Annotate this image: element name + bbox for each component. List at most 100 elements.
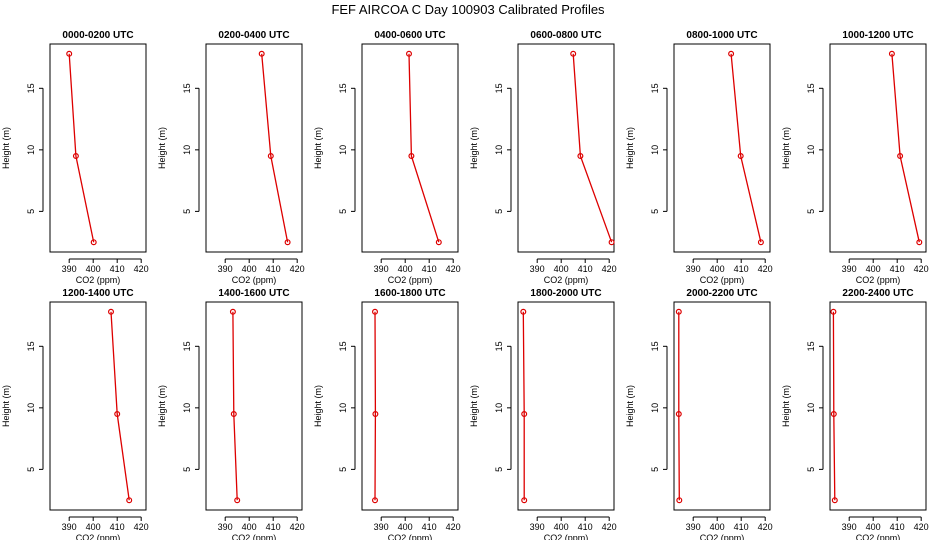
profile-line xyxy=(232,311,238,501)
x-axis-label: CO2 (ppm) xyxy=(388,275,433,285)
profile-point xyxy=(521,411,528,418)
y-axis-label: Height (m) xyxy=(781,127,791,169)
profile-point xyxy=(520,308,527,315)
profile-panel: 1600-1800 UTC 390 400 410 420 CO2 (ppm) 5 10 15 H… xyxy=(313,288,461,540)
y-tick-label: 15 xyxy=(650,341,660,351)
panel-title: 1200-1400 UTC xyxy=(62,288,133,299)
profile-point xyxy=(234,497,241,504)
profile-point xyxy=(66,50,73,57)
x-tick-label: 400 xyxy=(86,264,101,274)
profile-line xyxy=(891,53,920,243)
plot-frame xyxy=(517,43,615,253)
y-axis-label: Height (m) xyxy=(469,127,479,169)
y-tick-label: 5 xyxy=(338,467,348,472)
x-axis-label: CO2 (ppm) xyxy=(388,533,433,540)
profile-point xyxy=(675,411,682,418)
x-tick-label: 410 xyxy=(110,264,125,274)
plot-frame xyxy=(49,43,147,253)
x-axis-label: CO2 (ppm) xyxy=(76,533,121,540)
x-tick-label: 410 xyxy=(734,522,749,532)
profile-panel: 1400-1600 UTC 390 400 410 420 CO2 (ppm) 5 10 15 H… xyxy=(157,288,305,540)
y-axis-label: Height (m) xyxy=(157,385,167,427)
panel-title: 1000-1200 UTC xyxy=(842,30,913,41)
panel-title: 0200-0400 UTC xyxy=(218,30,289,41)
profile-panel: 0200-0400 UTC 390 400 410 420 CO2 (ppm) 5 10 15 H… xyxy=(157,30,305,285)
panel-title: 0400-0600 UTC xyxy=(374,30,445,41)
profile-point xyxy=(126,497,133,504)
y-tick-label: 5 xyxy=(338,209,348,214)
x-tick-label: 390 xyxy=(374,522,389,532)
y-tick-label: 15 xyxy=(494,341,504,351)
y-tick-label: 10 xyxy=(494,403,504,413)
profile-point xyxy=(675,308,682,315)
x-tick-label: 410 xyxy=(890,522,905,532)
x-axis-label: CO2 (ppm) xyxy=(544,275,589,285)
profile-point xyxy=(728,50,735,57)
figure-title: FEF AIRCOA C Day 100903 Calibrated Profi… xyxy=(331,2,605,17)
profile-panel: 0400-0600 UTC 390 400 410 420 CO2 (ppm) 5 10 15 H… xyxy=(313,30,461,285)
x-tick-label: 400 xyxy=(710,264,725,274)
x-tick-label: 410 xyxy=(422,522,437,532)
profile-point xyxy=(888,50,895,57)
x-tick-label: 420 xyxy=(914,522,929,532)
profile-point xyxy=(897,153,904,160)
x-axis-label: CO2 (ppm) xyxy=(232,533,277,540)
y-tick-label: 15 xyxy=(806,341,816,351)
x-axis-label: CO2 (ppm) xyxy=(856,275,901,285)
profile-point xyxy=(230,411,237,418)
profile-point xyxy=(737,153,744,160)
x-tick-label: 400 xyxy=(398,264,413,274)
y-tick-label: 15 xyxy=(806,83,816,93)
y-axis-label: Height (m) xyxy=(1,127,11,169)
profile-point xyxy=(916,239,923,246)
profile-point xyxy=(408,153,415,160)
x-tick-label: 400 xyxy=(554,522,569,532)
profile-point xyxy=(608,239,615,246)
y-tick-label: 5 xyxy=(182,209,192,214)
x-tick-label: 400 xyxy=(710,522,725,532)
x-axis-label: CO2 (ppm) xyxy=(232,275,277,285)
x-axis-label: CO2 (ppm) xyxy=(544,533,589,540)
x-tick-label: 390 xyxy=(374,264,389,274)
profile-panel: 1800-2000 UTC 390 400 410 420 CO2 (ppm) 5 10 15 H… xyxy=(469,288,617,540)
panel-grid: 0000-0200 UTC 390 400 410 420 CO2 (ppm) 5 10 15 H… xyxy=(1,30,929,540)
plot-frame xyxy=(673,43,771,253)
profile-point xyxy=(114,411,121,418)
y-tick-label: 10 xyxy=(182,145,192,155)
x-tick-label: 390 xyxy=(530,264,545,274)
y-tick-label: 10 xyxy=(26,403,36,413)
profile-panel: 2200-2400 UTC 390 400 410 420 CO2 (ppm) 5 10 15 H… xyxy=(781,288,929,540)
profile-panel: 0800-1000 UTC 390 400 410 420 CO2 (ppm) 5 10 15 H… xyxy=(625,30,773,285)
panel-title: 0800-1000 UTC xyxy=(686,30,757,41)
profile-line xyxy=(730,53,762,243)
profile-point xyxy=(435,239,442,246)
y-axis-label: Height (m) xyxy=(625,385,635,427)
profile-point xyxy=(830,411,837,418)
x-tick-label: 410 xyxy=(890,264,905,274)
panel-title: 2200-2400 UTC xyxy=(842,288,913,299)
y-tick-label: 5 xyxy=(806,209,816,214)
profile-point xyxy=(570,50,577,57)
x-axis-label: CO2 (ppm) xyxy=(856,533,901,540)
y-tick-label: 10 xyxy=(338,403,348,413)
x-tick-label: 420 xyxy=(758,264,773,274)
profile-point xyxy=(267,153,274,160)
plot-frame xyxy=(829,301,927,511)
profile-panel: 1000-1200 UTC 390 400 410 420 CO2 (ppm) 5 10 15 H… xyxy=(781,30,929,285)
y-tick-label: 5 xyxy=(26,467,36,472)
y-tick-label: 15 xyxy=(26,341,36,351)
x-tick-label: 400 xyxy=(242,264,257,274)
y-tick-label: 10 xyxy=(806,403,816,413)
y-tick-label: 10 xyxy=(806,145,816,155)
y-tick-label: 5 xyxy=(494,467,504,472)
x-tick-label: 420 xyxy=(758,522,773,532)
y-axis-label: Height (m) xyxy=(313,127,323,169)
profile-panel: 1200-1400 UTC 390 400 410 420 CO2 (ppm) 5 10 15 H… xyxy=(1,288,149,540)
profile-line xyxy=(572,53,613,243)
y-tick-label: 15 xyxy=(26,83,36,93)
x-axis-label: CO2 (ppm) xyxy=(700,275,745,285)
y-tick-label: 15 xyxy=(182,341,192,351)
y-tick-label: 10 xyxy=(650,145,660,155)
x-tick-label: 390 xyxy=(842,522,857,532)
profile-point xyxy=(372,411,379,418)
